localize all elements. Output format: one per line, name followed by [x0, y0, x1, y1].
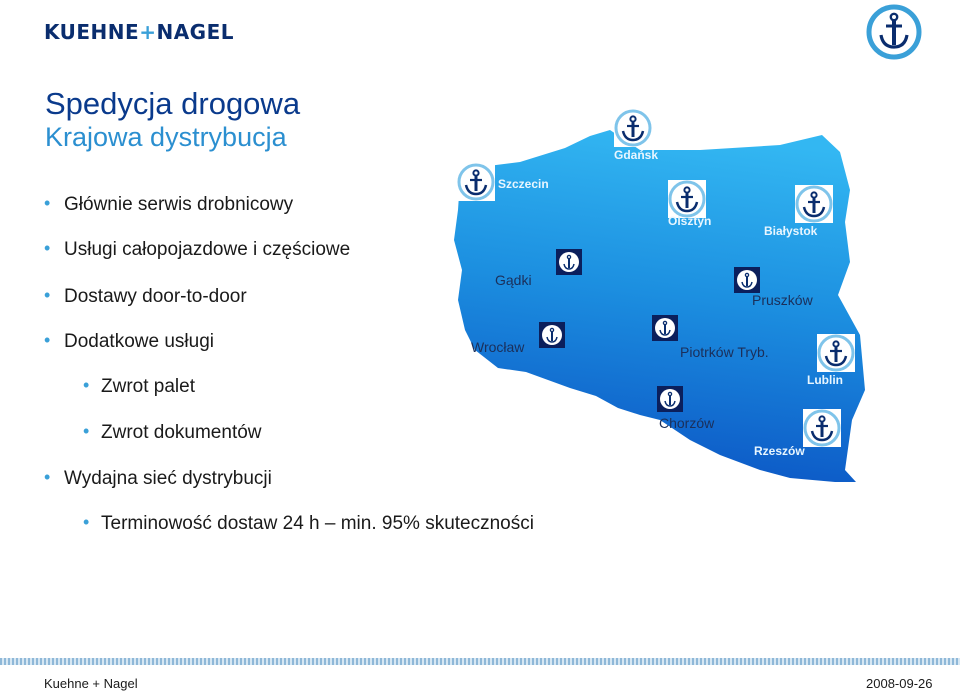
footer-divider: [0, 658, 960, 665]
szczecin-pin-icon: [457, 163, 495, 201]
city-label-chorzow: Chorzów: [659, 415, 715, 431]
company-logo: KUEHNE+NAGEL: [44, 20, 234, 44]
city-label-rzeszow: Rzeszów: [754, 444, 805, 458]
pruszkow-pin-icon: [733, 266, 761, 294]
city-label-pruszkow: Pruszków: [752, 292, 813, 308]
chorzow-pin-icon: [656, 385, 684, 413]
page-title: Spedycja drogowa: [45, 86, 301, 121]
list-item: Dodatkowe usługi: [44, 330, 214, 353]
map-shape: [454, 130, 865, 482]
city-label-olsztyn: Olsztyn: [668, 214, 712, 228]
piotrkow-pin-icon: [651, 314, 679, 342]
city-label-szczecin: Szczecin: [498, 177, 549, 191]
city-label-lublin: Lublin: [807, 373, 843, 387]
list-item: Usługi całopojazdowe i częściowe: [44, 238, 350, 261]
bialystok-pin-icon: [795, 185, 833, 223]
city-label-bialystok: Białystok: [764, 224, 818, 238]
lublin-pin-icon: [817, 334, 855, 372]
logo-part2: NAGEL: [156, 20, 234, 44]
gdansk-pin-icon: [614, 109, 652, 147]
gadki-pin-icon: [555, 248, 583, 276]
city-label-piotrkow: Piotrków Tryb.: [680, 344, 769, 360]
footer-date: 2008-09-26: [866, 676, 933, 691]
olsztyn-pin-icon: [668, 180, 706, 218]
list-item: Dostawy door-to-door: [44, 285, 247, 308]
city-label-wroclaw: Wrocław: [471, 339, 525, 355]
page-subtitle: Krajowa dystrybucja: [45, 122, 287, 152]
list-item: Wydajna sieć dystrybucji: [44, 467, 272, 490]
anchor-logo-icon: [866, 4, 922, 60]
logo-plus: +: [139, 20, 157, 44]
city-label-gadki: Gądki: [495, 272, 532, 288]
list-item: Zwrot palet: [83, 375, 195, 398]
logo-part1: KUEHNE: [44, 20, 140, 44]
list-item: Głównie serwis drobnicowy: [44, 193, 293, 216]
list-item: Terminowość dostaw 24 h – min. 95% skute…: [83, 512, 534, 535]
rzeszow-pin-icon: [803, 409, 841, 447]
wroclaw-pin-icon: [538, 321, 566, 349]
city-label-gdansk: Gdańsk: [614, 148, 659, 162]
list-item: Zwrot dokumentów: [83, 421, 261, 444]
footer-company: Kuehne + Nagel: [44, 676, 138, 691]
